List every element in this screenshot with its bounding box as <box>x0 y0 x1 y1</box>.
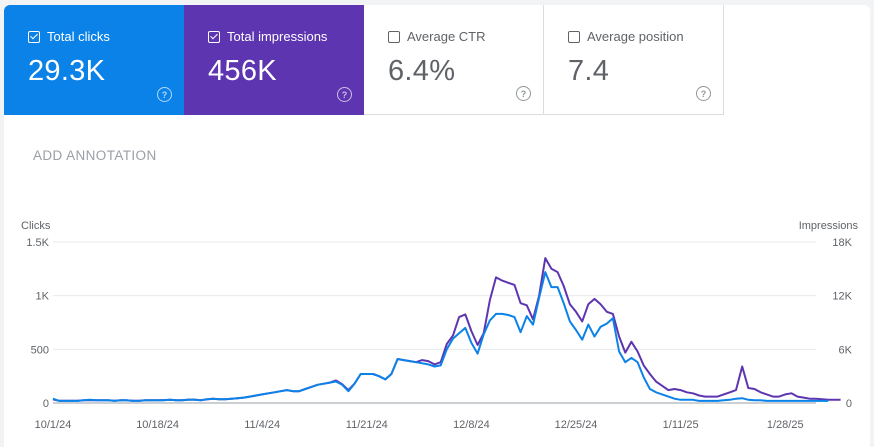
right-axis-label: Impressions <box>799 220 859 232</box>
performance-chart: 1.5K 18K 1K 12K 500 6K 0 0 Clicks Impressions 10/1… <box>21 220 859 431</box>
metric-header: Total impressions <box>208 29 327 44</box>
help-icon[interactable]: ? <box>516 86 531 101</box>
impressions-series-line <box>52 257 841 402</box>
checkbox-unchecked-icon[interactable] <box>388 30 400 43</box>
metric-average-ctr[interactable]: Average CTR 6.4% ? <box>364 5 544 115</box>
x-tick-label: 1/11/25 <box>663 419 699 431</box>
x-tick-label: 11/4/24 <box>244 419 280 431</box>
metric-label: Total impressions <box>227 29 328 44</box>
performance-card: Total clicks 29.3K ? Total impressions 4… <box>4 5 870 447</box>
x-tick-label: 10/1/24 <box>35 419 72 431</box>
left-axis-label: Clicks <box>21 220 51 232</box>
metric-header: Total clicks <box>28 29 110 44</box>
metric-label: Average CTR <box>407 29 486 44</box>
checkbox-checked-icon[interactable] <box>28 30 40 43</box>
x-tick-label: 12/25/24 <box>555 419 598 431</box>
left-tick-label: 1.5K <box>26 237 49 249</box>
metric-value: 29.3K <box>28 55 106 87</box>
metric-total-clicks[interactable]: Total clicks 29.3K ? <box>4 5 184 115</box>
metric-header: Average CTR <box>388 29 486 44</box>
help-icon[interactable]: ? <box>337 87 352 102</box>
x-tick-label: 1/28/25 <box>767 419 804 431</box>
checkbox-unchecked-icon[interactable] <box>568 30 580 43</box>
checkbox-checked-icon[interactable] <box>208 30 220 43</box>
metric-value: 7.4 <box>568 55 610 87</box>
left-tick-label: 0 <box>43 398 49 410</box>
x-tick-label: 12/8/24 <box>453 419 490 431</box>
help-icon[interactable]: ? <box>696 86 711 101</box>
right-tick-label: 6K <box>839 344 853 356</box>
metric-header: Average position <box>568 29 684 44</box>
metric-label: Total clicks <box>47 29 110 44</box>
metric-value: 6.4% <box>388 55 456 87</box>
help-icon[interactable]: ? <box>157 87 172 102</box>
right-tick-label: 12K <box>832 291 852 303</box>
x-tick-label: 11/21/24 <box>346 419 388 431</box>
add-annotation-button[interactable]: ADD ANNOTATION <box>33 148 157 163</box>
clicks-series-line <box>52 271 829 402</box>
metric-average-position[interactable]: Average position 7.4 ? <box>544 5 724 115</box>
x-tick-label: 10/18/24 <box>136 419 179 431</box>
left-tick-label: 1K <box>36 291 50 303</box>
metric-total-impressions[interactable]: Total impressions 456K ? <box>184 5 364 115</box>
right-tick-label: 0 <box>846 398 852 410</box>
metric-label: Average position <box>587 29 684 44</box>
metric-value: 456K <box>208 55 277 87</box>
right-tick-label: 18K <box>832 237 852 249</box>
metric-tabs: Total clicks 29.3K ? Total impressions 4… <box>4 5 724 115</box>
left-tick-label: 500 <box>31 344 49 356</box>
